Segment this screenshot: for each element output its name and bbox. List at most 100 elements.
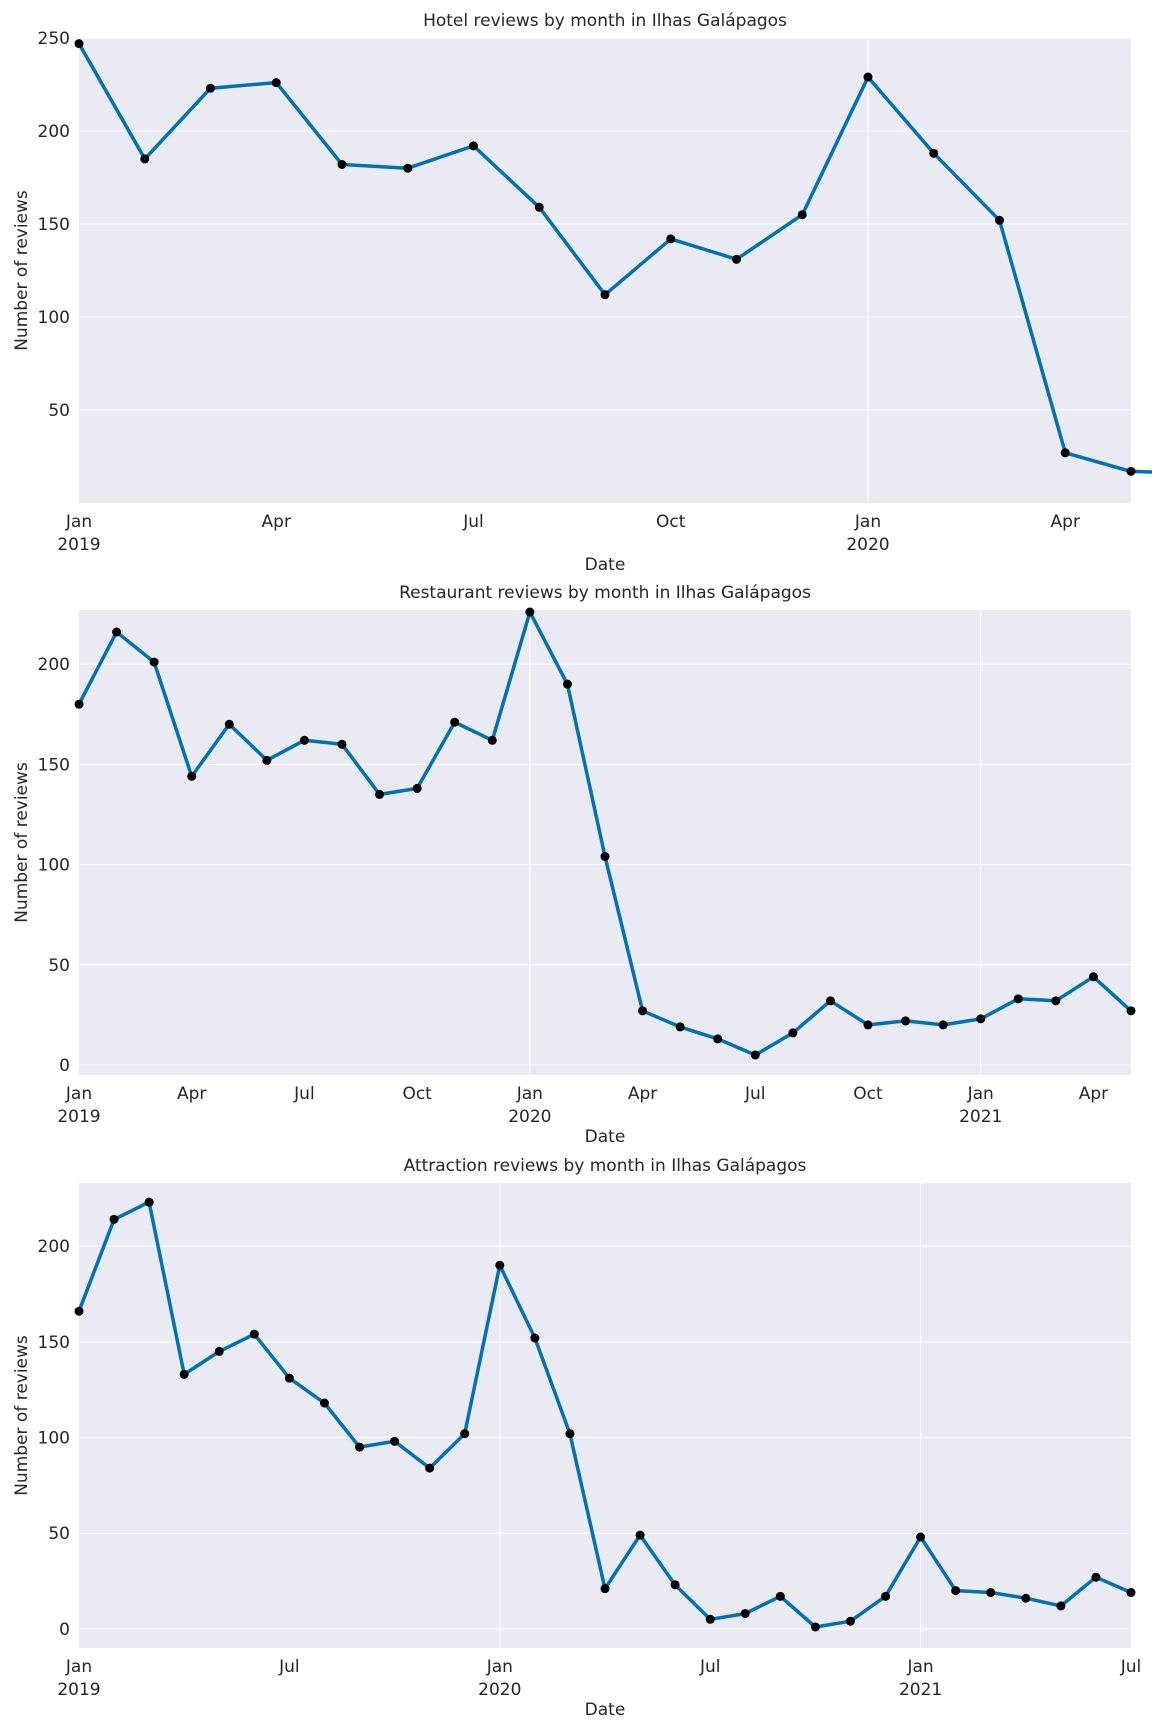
data-point	[938, 1020, 948, 1030]
y-axis-label: Number of reviews	[12, 190, 32, 351]
plot-area	[79, 38, 1131, 503]
data-point	[750, 1050, 760, 1060]
y-tick-label: 200	[38, 1237, 70, 1257]
data-point	[179, 1369, 189, 1379]
x-tick-year-label: 2021	[899, 1680, 942, 1700]
data-point	[600, 852, 610, 862]
data-point	[487, 735, 497, 745]
data-point	[249, 1329, 259, 1339]
y-axis-ticks: 50 100 150 200 250	[38, 29, 70, 421]
data-point	[976, 1014, 986, 1024]
data-point	[863, 1020, 873, 1030]
data-point	[206, 83, 215, 93]
y-tick-label: 150	[38, 755, 70, 775]
data-point	[375, 789, 385, 799]
data-point	[881, 1591, 891, 1601]
y-tick-label: 0	[59, 1056, 70, 1076]
data-point	[740, 1609, 750, 1619]
data-point	[1013, 994, 1023, 1004]
x-tick-year-label: 2020	[508, 1107, 551, 1127]
data-point	[1060, 448, 1070, 458]
y-tick-label: 50	[48, 401, 70, 421]
data-point	[929, 148, 939, 158]
x-tick-year-label: 2019	[57, 1107, 100, 1127]
data-point	[638, 1006, 648, 1016]
data-point	[299, 735, 309, 745]
data-point	[534, 202, 544, 212]
x-tick-label: Jan	[486, 1657, 513, 1677]
data-point	[1126, 466, 1136, 476]
x-axis-label: Date	[585, 1127, 626, 1147]
chart-title: Hotel reviews by month in Ilhas Galápago…	[423, 11, 787, 31]
data-point	[469, 141, 478, 151]
data-point	[675, 1022, 685, 1032]
data-point	[460, 1429, 470, 1439]
hotel-reviews-chart: 50 100 150 200 250 Jan 2019 Apr Jul Oct Jan 2020 Ap…	[12, 11, 1152, 575]
y-tick-label: 150	[38, 215, 70, 235]
data-point	[995, 215, 1004, 225]
data-point	[635, 1530, 645, 1540]
data-point	[1021, 1593, 1031, 1603]
data-point	[1091, 1572, 1101, 1582]
data-point	[562, 679, 572, 689]
data-point	[74, 1306, 84, 1316]
data-point	[825, 996, 835, 1006]
y-axis-ticks: 0 50 100 150 200	[38, 655, 70, 1076]
x-tick-label: Jul	[278, 1657, 300, 1677]
data-point	[214, 1346, 224, 1356]
data-point	[355, 1442, 365, 1452]
y-axis-ticks: 0 50 100 150 200	[38, 1237, 70, 1640]
data-points	[74, 39, 1136, 476]
x-axis-ticks: Jan2019AprJulOctJan2020AprJulOctJan2021A…	[57, 512, 1080, 555]
data-point	[1126, 1006, 1136, 1016]
y-tick-label: 100	[38, 308, 70, 328]
data-point	[1051, 996, 1061, 1006]
x-tick-label: Jan	[967, 1084, 994, 1104]
data-point	[732, 254, 741, 264]
data-point	[403, 163, 413, 173]
data-point	[450, 717, 460, 727]
x-tick-label: Jan	[65, 512, 92, 532]
data-point	[140, 154, 150, 164]
data-point	[1056, 1601, 1066, 1611]
data-point	[224, 719, 234, 729]
y-tick-label: 100	[38, 856, 70, 876]
data-point	[600, 290, 610, 300]
y-tick-label: 150	[38, 1333, 70, 1353]
x-tick-year-label: 2019	[57, 1680, 100, 1700]
grid	[79, 610, 1131, 1075]
data-point	[797, 210, 807, 220]
x-tick-label: Jan	[516, 1084, 543, 1104]
data-point	[1088, 972, 1098, 982]
data-point	[713, 1034, 723, 1044]
data-point	[1126, 1588, 1136, 1598]
x-tick-label: Apr	[1079, 1084, 1108, 1104]
x-tick-label: Apr	[262, 512, 291, 532]
y-tick-label: 0	[59, 1620, 70, 1640]
data-point	[901, 1016, 911, 1026]
y-tick-label: 100	[38, 1429, 70, 1449]
x-tick-label: Apr	[1051, 512, 1080, 532]
x-tick-label: Jul	[744, 1084, 766, 1104]
x-tick-label: Apr	[177, 1084, 206, 1104]
y-axis-label: Number of reviews	[12, 1335, 32, 1496]
plot-area	[79, 1183, 1131, 1648]
plot-area	[79, 610, 1131, 1075]
x-tick-label: Apr	[628, 1084, 657, 1104]
grid	[79, 1183, 1131, 1648]
chart-title: Attraction reviews by month in Ilhas Gal…	[404, 1156, 807, 1176]
x-tick-label: Jan	[65, 1657, 92, 1677]
data-point	[425, 1463, 435, 1473]
x-tick-label: Oct	[402, 1084, 432, 1104]
y-axis-label: Number of reviews	[12, 762, 32, 923]
x-tick-label: Oct	[853, 1084, 883, 1104]
data-point	[666, 234, 676, 244]
x-tick-label: Jul	[699, 1657, 721, 1677]
x-tick-label: Jan	[906, 1657, 933, 1677]
data-point	[530, 1333, 540, 1343]
data-point	[916, 1532, 926, 1542]
y-tick-label: 50	[48, 956, 70, 976]
